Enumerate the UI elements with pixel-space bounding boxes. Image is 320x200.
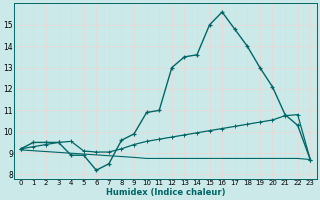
X-axis label: Humidex (Indice chaleur): Humidex (Indice chaleur): [106, 188, 225, 197]
